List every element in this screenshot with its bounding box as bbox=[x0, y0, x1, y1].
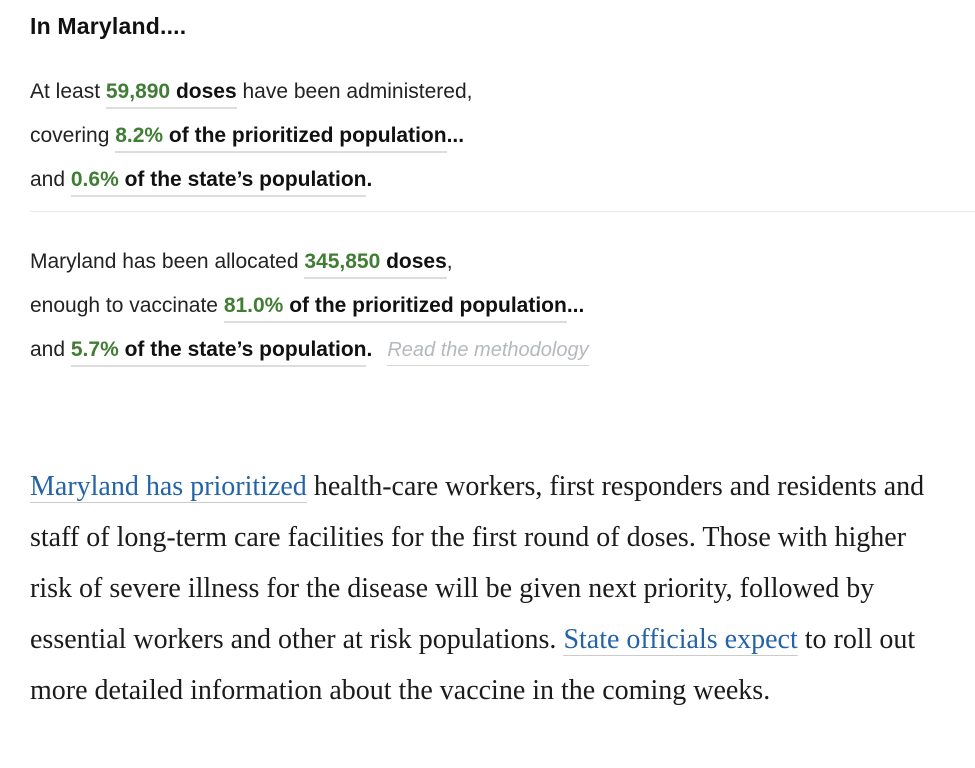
stat-line: and 5.7% of the state’s population. Read … bbox=[30, 335, 945, 367]
stat-value: 8.2% bbox=[115, 124, 164, 147]
stat-highlight-link[interactable]: 8.2% of the prioritized population bbox=[115, 124, 447, 153]
stat-tail-text: ... bbox=[566, 294, 585, 317]
paragraph-text: health-care workers, first responders an… bbox=[30, 471, 925, 655]
stat-highlight-link[interactable]: 345,850 doses bbox=[304, 250, 447, 279]
stat-line: covering 8.2% of the prioritized populat… bbox=[30, 121, 945, 153]
article-page: In Maryland.... At least 59,890 doses ha… bbox=[30, 13, 975, 716]
stat-highlight-link[interactable]: 81.0% of the prioritized population bbox=[223, 294, 567, 323]
administered-stats: At least 59,890 doses have been administ… bbox=[30, 77, 945, 197]
stat-bold-label: of the state’s population bbox=[118, 338, 367, 361]
stat-tail-text: , bbox=[446, 250, 453, 273]
stat-lead-text: and bbox=[30, 168, 71, 191]
stat-highlight-link[interactable]: 0.6% of the state’s population bbox=[70, 168, 367, 197]
stat-bold-label: of the prioritized population bbox=[163, 124, 447, 147]
stat-tail-text: ... bbox=[446, 124, 465, 147]
stat-value: 5.7% bbox=[70, 338, 119, 361]
stat-line: and 0.6% of the state’s population. bbox=[30, 165, 945, 197]
stat-tail-text: . bbox=[366, 168, 373, 191]
priority-paragraph: Maryland has prioritized health-care wor… bbox=[30, 461, 955, 716]
stat-tail-text: . bbox=[366, 338, 373, 361]
stat-value: 0.6% bbox=[70, 168, 119, 191]
stat-lead-text: and bbox=[30, 338, 71, 361]
stat-highlight-link[interactable]: 5.7% of the state’s population bbox=[70, 338, 367, 367]
inline-link[interactable]: Maryland has prioritized bbox=[30, 471, 307, 503]
stat-lead-text: Maryland has been allocated bbox=[30, 250, 305, 273]
stat-value: 59,890 bbox=[105, 80, 171, 103]
section-divider bbox=[30, 211, 975, 212]
stat-lead-text: covering bbox=[30, 124, 116, 147]
stat-tail-text: have been administered, bbox=[236, 80, 473, 103]
allocated-stats: Maryland has been allocated 345,850 dose… bbox=[30, 247, 945, 367]
stat-bold-label: of the prioritized population bbox=[283, 294, 567, 317]
stat-line: Maryland has been allocated 345,850 dose… bbox=[30, 247, 945, 279]
stat-value: 345,850 bbox=[304, 250, 381, 273]
stat-line: enough to vaccinate 81.0% of the priorit… bbox=[30, 291, 945, 323]
inline-link[interactable]: State officials expect bbox=[563, 624, 798, 656]
stat-value: 81.0% bbox=[223, 294, 284, 317]
stat-bold-label: doses bbox=[380, 250, 447, 273]
stat-lead-text: At least bbox=[30, 80, 106, 103]
stat-bold-label: of the state’s population bbox=[118, 168, 367, 191]
stat-bold-label: doses bbox=[170, 80, 237, 103]
methodology-link[interactable]: Read the methodology bbox=[387, 339, 589, 366]
paragraph-text: to roll out more detailed information ab… bbox=[30, 624, 916, 706]
stat-highlight-link[interactable]: 59,890 doses bbox=[105, 80, 237, 109]
stat-lead-text: enough to vaccinate bbox=[30, 294, 224, 317]
stat-line: At least 59,890 doses have been administ… bbox=[30, 77, 945, 109]
section-heading: In Maryland.... bbox=[30, 13, 187, 39]
